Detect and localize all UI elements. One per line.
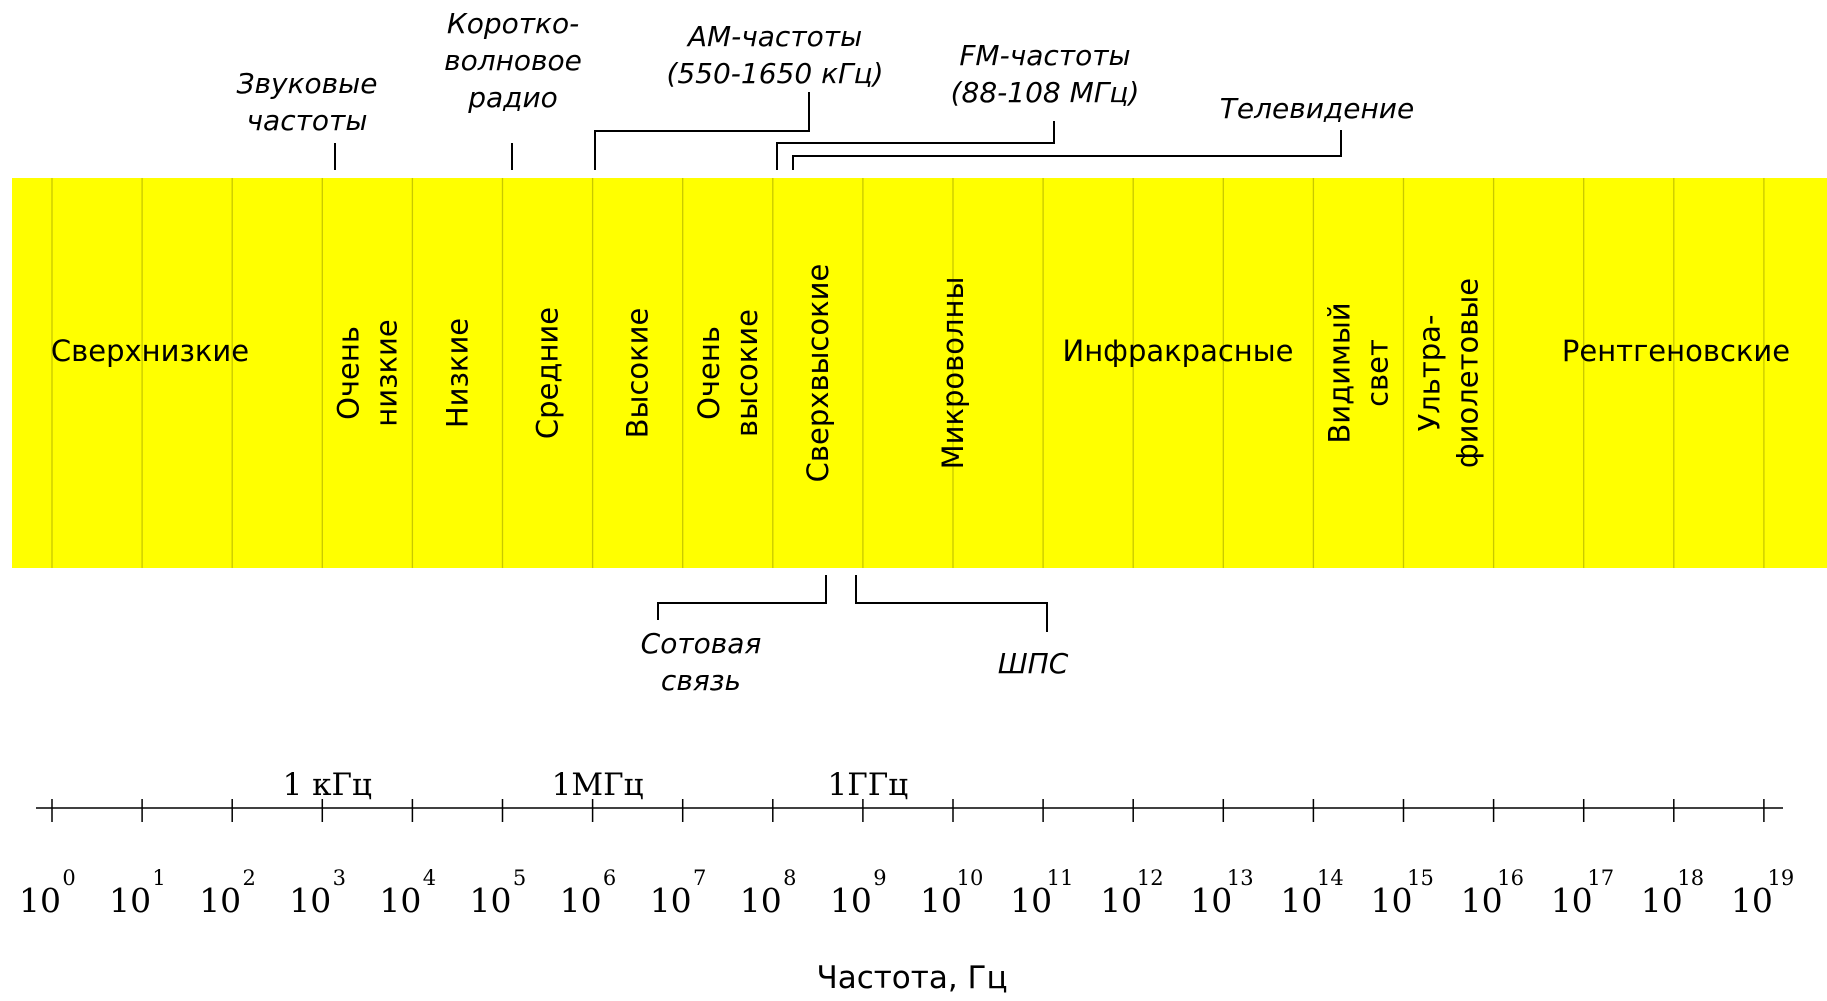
annotation-korotkovolnovoe-radio: Коротко- [447,7,579,40]
tick-label-exponent: 7 [693,866,706,890]
tick-label-exponent: 11 [1047,866,1074,890]
tick-label: 10 [1010,881,1052,920]
band-label-vidimyi-svet: Видимый свет [1322,302,1394,443]
tick-label-exponent: 1 [152,866,165,890]
annotation-korotkovolnovoe-radio: волновое [444,44,582,77]
spectrum-band [12,178,1827,568]
band-label-srednie: Средние [531,307,565,439]
band-label-nizkie: Низкие [440,318,474,428]
annotation-am-chastoty: (550-1650 кГц) [666,57,883,90]
tick-label: 10 [920,881,962,920]
leader-line-televidenie [792,130,1342,170]
tick-label-exponent: 10 [957,866,984,890]
band-label-vysokie: Высокие [621,308,655,439]
tick-label: 10 [1190,881,1232,920]
band-label-ochen-vysokie: Очень высокие [692,309,764,437]
band-label-line: фиолетовые [1451,278,1485,468]
tick-label: 10 [740,881,782,920]
annotation-shps: ШПС [998,647,1069,680]
tick-label: 10 [379,881,421,920]
annotation-sotovaya-svyaz: Сотовая [641,627,762,660]
tick-label: 10 [1551,881,1593,920]
leader-line-sotovaya-svyaz [657,575,827,620]
tick-label: 10 [830,881,872,920]
tick-label: 10 [470,881,512,920]
annotation-zvukovye-chastoty: частоты [247,104,368,137]
tick-label-exponent: 19 [1768,866,1795,890]
band-label-line: Очень [692,326,726,420]
tick-label-exponent: 3 [333,866,346,890]
tick-label-exponent: 2 [243,866,256,890]
band-label-line: Ультра- [1413,315,1447,432]
band-label-mikrovolny: Микроволны [936,277,970,470]
tick-label-exponent: 13 [1227,866,1254,890]
tick-label-exponent: 18 [1677,866,1704,890]
tick-label-exponent: 8 [783,866,796,890]
annotation-sotovaya-svyaz: связь [661,664,741,697]
annotation-televidenie: Телевидение [1220,92,1414,125]
tick-label-exponent: 6 [603,866,616,890]
tick-label: 10 [650,881,692,920]
band-label-line: Видимый [1322,302,1356,443]
band-label-ochen-nizkie: Очень низкие [331,319,403,426]
band-label-line: низкие [369,319,403,426]
band-label-line: Сверхвысокие [801,264,835,483]
band-label-line: высокие [730,309,764,437]
band-label-line: Очень [331,326,365,420]
tick-label: 10 [1461,881,1503,920]
tick-label: 10 [1280,881,1322,920]
band-label-sverkhvysokie: Сверхвысокие [801,264,835,483]
tick-label-exponent: 5 [513,866,526,890]
band-label-line: Низкие [440,318,474,428]
tick-label: 10 [1100,881,1142,920]
tick-label-exponent: 17 [1587,866,1614,890]
band-label-line: Микроволны [936,277,970,470]
annotation-fm-chastoty: (88-108 МГц) [951,76,1140,109]
tick-label: 10 [1641,881,1683,920]
band-label-ultrafioletovye: Ультра-фиолетовые [1413,278,1485,468]
band-label-sverkhnizkie: Сверхнизкие [51,334,249,368]
band-label-rentgenovskie: Рентгеновские [1562,334,1790,368]
tick-label-exponent: 15 [1407,866,1434,890]
tick-label: 10 [560,881,602,920]
annotation-zvukovye-chastoty: Звуковые [237,67,378,100]
unit-label: 1 кГц [283,767,372,803]
annotation-fm-chastoty: FM-частоты [959,39,1130,72]
band-labels: Сверхнизкие Очень низкие Низкие Средние Высок… [51,264,1790,483]
frequency-axis: 1001011021031041051061071081091010101110… [19,767,1794,996]
tick-label-exponent: 0 [62,866,75,890]
band-label-line: Высокие [621,308,655,439]
tick-label: 10 [109,881,151,920]
tick-label-exponent: 14 [1317,866,1344,890]
tick-label: 10 [1371,881,1413,920]
annotation-am-chastoty: АМ-частоты [686,20,862,53]
tick-label-exponent: 12 [1137,866,1164,890]
tick-label: 10 [289,881,331,920]
tick-label-exponent: 4 [423,866,436,890]
leader-line-shps [855,575,1048,632]
annotation-korotkovolnovoe-radio: радио [467,81,558,114]
axis-title: Частота, Гц [816,960,1007,996]
tick-label: 10 [19,881,61,920]
band-label-line: свет [1360,339,1394,407]
unit-label: 1ГГц [828,767,909,803]
band-label-line: Средние [531,307,565,439]
tick-label: 10 [199,881,241,920]
tick-label-exponent: 16 [1497,866,1524,890]
unit-label: 1МГц [552,767,644,803]
tick-label: 10 [1731,881,1773,920]
tick-label-exponent: 9 [873,866,886,890]
leader-line-fm-chastoty [776,121,1055,170]
annotations: Звуковые частоты Коротко-волновое радио АМ-ч… [237,7,1415,697]
band-dividers [51,178,1765,568]
band-label-infrakrasnye: Инфракрасные [1063,334,1294,368]
leader-line-am-chastoty [594,92,810,170]
